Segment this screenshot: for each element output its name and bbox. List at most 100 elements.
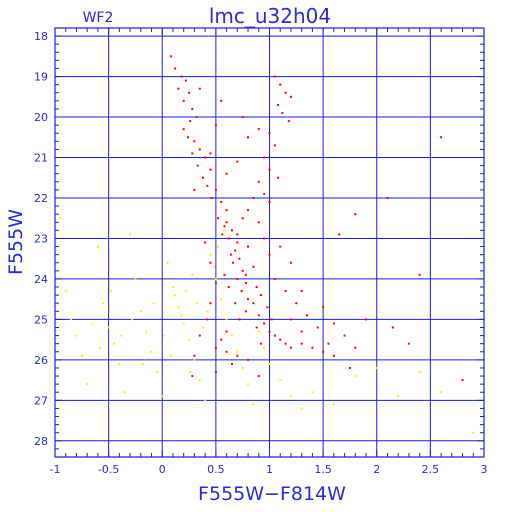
yellow-data-point bbox=[397, 395, 400, 398]
yellow-data-point bbox=[174, 294, 177, 297]
yellow-data-point bbox=[195, 302, 198, 305]
red-data-point bbox=[182, 99, 185, 102]
y-tick-label: 18 bbox=[34, 30, 48, 43]
y-tick-label: 27 bbox=[34, 394, 48, 407]
red-data-point bbox=[229, 253, 232, 256]
red-data-point bbox=[287, 120, 290, 123]
red-data-point bbox=[198, 148, 201, 151]
red-data-point bbox=[198, 87, 201, 90]
yellow-data-point bbox=[129, 233, 132, 236]
red-data-point bbox=[306, 314, 309, 317]
red-data-point bbox=[188, 91, 191, 94]
grid-lines bbox=[55, 28, 484, 457]
y-tick-label: 24 bbox=[34, 273, 48, 286]
red-data-point bbox=[295, 302, 298, 305]
yellow-data-point bbox=[198, 379, 201, 382]
red-data-point bbox=[259, 342, 262, 345]
yellow-data-point bbox=[311, 391, 314, 394]
yellow-data-point bbox=[163, 334, 166, 337]
yellow-data-point bbox=[99, 346, 102, 349]
red-data-point bbox=[232, 261, 235, 264]
yellow-data-point bbox=[202, 326, 205, 329]
red-data-point bbox=[209, 168, 212, 171]
red-data-point bbox=[332, 354, 335, 357]
red-data-point bbox=[182, 128, 185, 131]
red-data-point bbox=[247, 358, 250, 361]
red-data-point bbox=[202, 176, 205, 179]
red-data-point bbox=[223, 273, 226, 276]
red-data-point bbox=[300, 290, 303, 293]
red-data-point bbox=[241, 116, 244, 119]
yellow-data-point bbox=[268, 362, 271, 365]
red-data-point bbox=[418, 273, 421, 276]
red-data-point bbox=[193, 140, 196, 143]
x-tick-label: 0 bbox=[159, 463, 166, 476]
red-data-point bbox=[257, 128, 260, 131]
red-data-point bbox=[225, 350, 228, 353]
yellow-data-point bbox=[107, 326, 110, 329]
red-data-point bbox=[263, 322, 266, 325]
yellow-data-point bbox=[123, 391, 126, 394]
yellow-data-point bbox=[141, 362, 144, 365]
yellow-data-point bbox=[472, 431, 475, 434]
red-data-point bbox=[284, 91, 287, 94]
red-data-point bbox=[273, 75, 276, 78]
yellow-data-point bbox=[150, 350, 153, 353]
y-tick-label: 26 bbox=[34, 354, 48, 367]
red-data-point bbox=[247, 245, 250, 248]
red-data-point bbox=[244, 281, 247, 284]
yellow-data-point bbox=[145, 330, 148, 333]
yellow-data-point bbox=[191, 273, 194, 276]
red-data-point bbox=[236, 160, 239, 163]
red-data-point bbox=[189, 120, 192, 123]
x-tick-label: 3 bbox=[481, 463, 488, 476]
yellow-data-point bbox=[112, 342, 115, 345]
red-data-point bbox=[289, 318, 292, 321]
red-data-point bbox=[191, 152, 194, 155]
x-tick-label: 2 bbox=[373, 463, 380, 476]
red-data-point bbox=[220, 201, 223, 204]
yellow-data-point bbox=[169, 354, 172, 357]
red-data-point bbox=[263, 156, 266, 159]
yellow-data-point bbox=[180, 314, 183, 317]
yellow-data-point bbox=[289, 395, 292, 398]
yellow-data-point bbox=[134, 277, 137, 280]
red-data-point bbox=[209, 302, 212, 305]
yellow-data-point bbox=[166, 261, 169, 264]
x-tick-label: 1 bbox=[266, 463, 273, 476]
red-data-point bbox=[198, 334, 201, 337]
red-data-point bbox=[196, 164, 199, 167]
red-data-point bbox=[209, 261, 212, 264]
yellow-data-point bbox=[193, 358, 196, 361]
red-data-point bbox=[311, 346, 314, 349]
red-data-point bbox=[268, 253, 271, 256]
red-data-point bbox=[241, 217, 244, 220]
red-data-point bbox=[263, 192, 266, 195]
yellow-data-point bbox=[236, 350, 239, 353]
yellow-data-point bbox=[230, 334, 233, 337]
red-data-point bbox=[247, 298, 250, 301]
red-data-point bbox=[234, 249, 237, 252]
red-data-point bbox=[220, 99, 223, 102]
red-data-point bbox=[257, 314, 260, 317]
axis-ticks bbox=[54, 28, 485, 458]
red-data-point bbox=[365, 318, 368, 321]
yellow-data-point bbox=[214, 277, 217, 280]
y-tick-label: 20 bbox=[34, 111, 48, 124]
red-data-point bbox=[289, 346, 292, 349]
red-data-point bbox=[225, 172, 228, 175]
red-data-point bbox=[214, 188, 217, 191]
red-data-point bbox=[257, 180, 260, 183]
red-data-point bbox=[236, 277, 239, 280]
red-data-point bbox=[214, 371, 217, 374]
yellow-data-point bbox=[225, 318, 228, 321]
red-data-point bbox=[244, 273, 247, 276]
yellow-data-point bbox=[177, 306, 180, 309]
red-data-point bbox=[247, 209, 250, 212]
yellow-data-point bbox=[263, 346, 266, 349]
red-data-point bbox=[214, 281, 217, 284]
red-data-point bbox=[180, 75, 183, 78]
red-data-point bbox=[174, 67, 177, 70]
red-data-point bbox=[273, 334, 276, 337]
